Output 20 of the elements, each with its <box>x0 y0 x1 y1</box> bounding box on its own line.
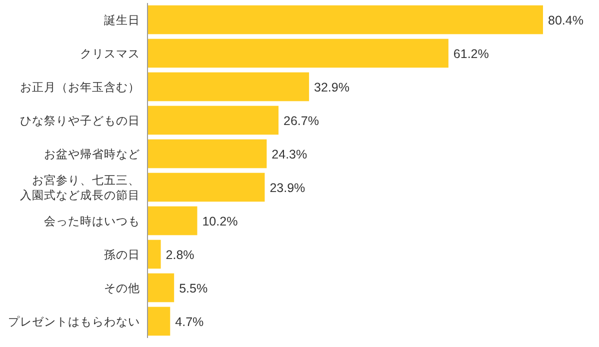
data-label: 26.7% <box>284 114 319 128</box>
data-label: 80.4% <box>548 13 584 28</box>
data-label: 2.8% <box>166 248 194 262</box>
y-tick-label: ひな祭りや子どもの日 <box>20 113 140 128</box>
data-label: 24.3% <box>272 147 308 162</box>
y-tick-label: お盆や帰省時など <box>44 146 140 161</box>
data-label: 61.2% <box>453 46 489 61</box>
data-label: 10.2% <box>202 214 238 228</box>
data-label: 5.5% <box>179 281 208 296</box>
y-tick-label: その他 <box>104 280 140 295</box>
y-tick-label: 孫の日 <box>104 247 140 262</box>
data-label: 32.9% <box>314 80 350 94</box>
data-label: 23.9% <box>270 180 306 195</box>
y-tick-label: プレゼントはもらわない <box>8 314 140 328</box>
y-tick-label: お宮参り、七五三、入園式など成長の節目 <box>20 172 140 202</box>
y-tick-label: お正月（お年玉含む） <box>20 80 140 94</box>
data-label: 4.7% <box>175 314 204 329</box>
y-tick-label: 会った時はいつも <box>44 214 140 228</box>
y-tick-label: 誕生日 <box>104 12 140 27</box>
y-tick-label: クリスマス <box>80 46 140 60</box>
